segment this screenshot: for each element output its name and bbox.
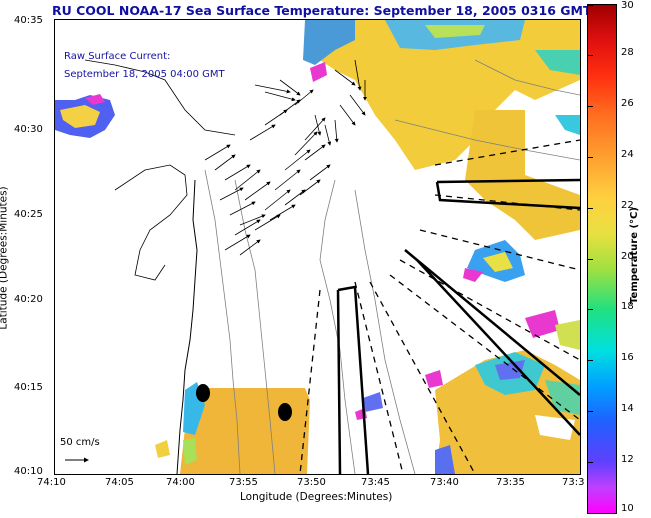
- colorbar-title: Temperature (°C): [628, 207, 640, 304]
- sst-map-plot: [54, 19, 581, 475]
- y-tick-label: 40:15: [14, 382, 43, 393]
- annotation-line2: September 18, 2005 04:00 GMT: [64, 69, 225, 80]
- sst-patch-top: [303, 20, 580, 240]
- coastline: [176, 179, 198, 474]
- colorbar-tick-label: 12: [621, 454, 634, 465]
- x-tick-label: 73:3: [562, 477, 585, 488]
- x-tick-label: 73:55: [229, 477, 258, 488]
- x-tick-label: 73:40: [430, 477, 459, 488]
- station-dot-1: [196, 384, 210, 402]
- x-tick-label: 73:45: [361, 477, 390, 488]
- station-dot-2: [278, 403, 292, 421]
- sst-patch-bottom-right: [425, 350, 580, 474]
- y-tick-label: 40:10: [14, 466, 43, 477]
- colorbar-tick-label: 20: [621, 251, 634, 262]
- scale-label: 50 cm/s: [60, 437, 100, 448]
- colorbar-tick-label: 26: [621, 98, 634, 109]
- y-tick-label: 40:35: [14, 15, 43, 26]
- annotation-line1: Raw Surface Current:: [64, 51, 171, 62]
- current-vectors: [204, 59, 367, 256]
- y-tick-label: 40:25: [14, 209, 43, 220]
- colorbar-tick-label: 24: [621, 149, 634, 160]
- colorbar-tick-label: 30: [621, 0, 634, 11]
- temperature-colorbar: [587, 4, 617, 514]
- sst-patch-mid-right: [463, 240, 580, 350]
- colorbar-tick-label: 28: [621, 47, 634, 58]
- x-tick-label: 73:50: [297, 477, 326, 488]
- sst-patch-small: [355, 392, 383, 420]
- colorbar-tick-label: 22: [621, 200, 634, 211]
- colorbar-tick-label: 18: [621, 301, 634, 312]
- y-axis-title: Latitude (Degrees:Minutes): [0, 186, 10, 330]
- x-tick-label: 74:00: [166, 477, 195, 488]
- coastline-inland: [114, 164, 188, 281]
- y-tick-label: 40:30: [14, 124, 43, 135]
- colorbar-tick-label: 14: [621, 403, 634, 414]
- coastline-bay: [84, 59, 236, 136]
- y-tick-label: 40:20: [14, 294, 43, 305]
- sst-map-canvas: [55, 20, 580, 474]
- x-tick-label: 74:10: [37, 477, 66, 488]
- x-axis-title: Longitude (Degrees:Minutes): [240, 491, 393, 503]
- colorbar-tick-label: 10: [621, 503, 634, 514]
- colorbar-tick-label: 16: [621, 352, 634, 363]
- bathymetry-contours: [204, 59, 580, 474]
- sampling-boxes: [336, 178, 580, 474]
- x-tick-label: 73:35: [496, 477, 525, 488]
- map-title: RU COOL NOAA-17 Sea Surface Temperature:…: [52, 3, 592, 18]
- sst-patch-top-left: [55, 94, 115, 138]
- x-tick-label: 74:05: [105, 477, 134, 488]
